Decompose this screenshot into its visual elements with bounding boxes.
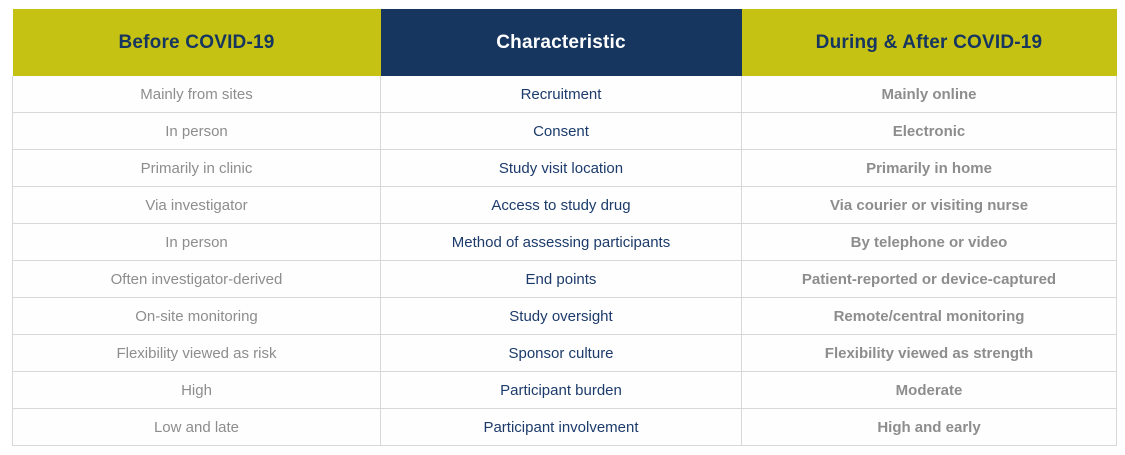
cell-after-method-of-assessing: By telephone or video bbox=[741, 223, 1117, 261]
cell-after-study-visit-location: Primarily in home bbox=[741, 149, 1117, 187]
table-row: On-site monitoring Study oversight Remot… bbox=[12, 297, 1117, 335]
cell-before-recruitment: Mainly from sites bbox=[12, 76, 381, 113]
cell-after-study-oversight: Remote/central monitoring bbox=[741, 297, 1117, 335]
table-row: Often investigator-derived End points Pa… bbox=[12, 260, 1117, 298]
table-row: Low and late Participant involvement Hig… bbox=[12, 408, 1117, 446]
cell-before-study-visit-location: Primarily in clinic bbox=[12, 149, 381, 187]
table-row: Flexibility viewed as risk Sponsor cultu… bbox=[12, 334, 1117, 372]
covid-trials-comparison-table: Before COVID-19 Characteristic During & … bbox=[12, 9, 1117, 446]
header-row: Before COVID-19 Characteristic During & … bbox=[12, 9, 1117, 76]
cell-characteristic-participant-involvement: Participant involvement bbox=[380, 408, 742, 446]
cell-characteristic-participant-burden: Participant burden bbox=[380, 371, 742, 409]
cell-before-sponsor-culture: Flexibility viewed as risk bbox=[12, 334, 381, 372]
cell-before-method-of-assessing: In person bbox=[12, 223, 381, 261]
cell-before-participant-involvement: Low and late bbox=[12, 408, 381, 446]
table-row: High Participant burden Moderate bbox=[12, 371, 1117, 409]
cell-characteristic-method-of-assessing: Method of assessing participants bbox=[380, 223, 742, 261]
cell-after-access-to-study-drug: Via courier or visiting nurse bbox=[741, 186, 1117, 224]
cell-characteristic-recruitment: Recruitment bbox=[380, 76, 742, 113]
table-row: Mainly from sites Recruitment Mainly onl… bbox=[12, 76, 1117, 113]
cell-before-end-points: Often investigator-derived bbox=[12, 260, 381, 298]
cell-before-study-oversight: On-site monitoring bbox=[12, 297, 381, 335]
column-header-during-after-covid: During & After COVID-19 bbox=[741, 9, 1117, 76]
table-row: Via investigator Access to study drug Vi… bbox=[12, 186, 1117, 224]
cell-after-recruitment: Mainly online bbox=[741, 76, 1117, 113]
table-row: In person Consent Electronic bbox=[12, 112, 1117, 150]
cell-characteristic-sponsor-culture: Sponsor culture bbox=[380, 334, 742, 372]
cell-after-participant-burden: Moderate bbox=[741, 371, 1117, 409]
cell-after-end-points: Patient-reported or device-captured bbox=[741, 260, 1117, 298]
cell-after-consent: Electronic bbox=[741, 112, 1117, 150]
column-header-before-covid: Before COVID-19 bbox=[12, 9, 381, 76]
cell-before-participant-burden: High bbox=[12, 371, 381, 409]
cell-after-participant-involvement: High and early bbox=[741, 408, 1117, 446]
table-row: In person Method of assessing participan… bbox=[12, 223, 1117, 261]
cell-characteristic-study-oversight: Study oversight bbox=[380, 297, 742, 335]
cell-before-access-to-study-drug: Via investigator bbox=[12, 186, 381, 224]
cell-characteristic-consent: Consent bbox=[380, 112, 742, 150]
cell-characteristic-study-visit-location: Study visit location bbox=[380, 149, 742, 187]
table-row: Primarily in clinic Study visit location… bbox=[12, 149, 1117, 187]
cell-characteristic-end-points: End points bbox=[380, 260, 742, 298]
cell-before-consent: In person bbox=[12, 112, 381, 150]
cell-after-sponsor-culture: Flexibility viewed as strength bbox=[741, 334, 1117, 372]
column-header-characteristic: Characteristic bbox=[380, 9, 742, 76]
cell-characteristic-access-to-study-drug: Access to study drug bbox=[380, 186, 742, 224]
